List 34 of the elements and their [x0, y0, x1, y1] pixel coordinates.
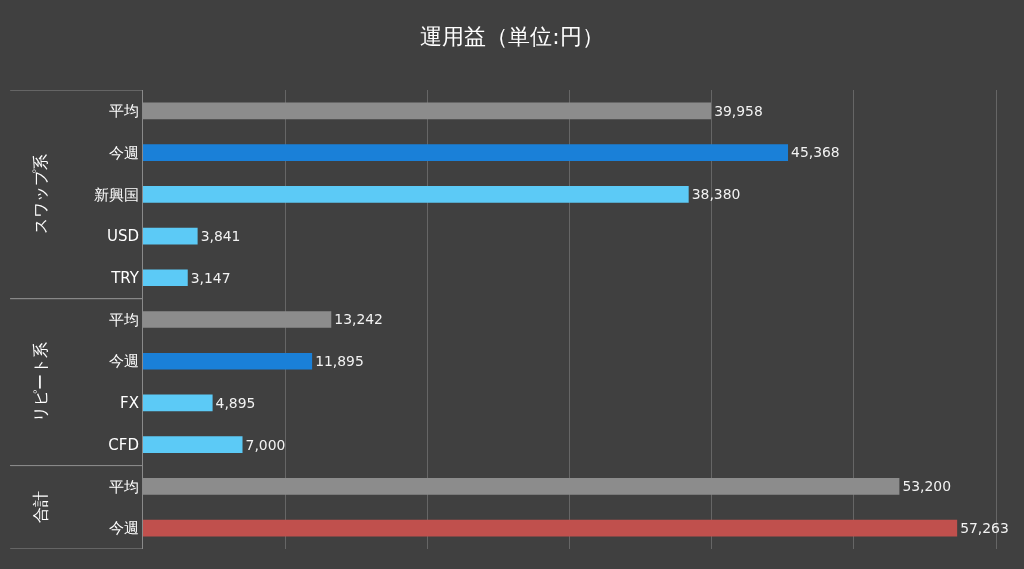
data-label: 57,263 — [960, 520, 1009, 536]
text: リピート系 — [31, 342, 51, 423]
y-tick-label: USD — [106, 227, 139, 246]
bar — [143, 269, 188, 287]
data-label: 7,000 — [245, 436, 286, 453]
y-tick-label: 今週 — [109, 519, 139, 538]
data-label: 38,380 — [691, 186, 741, 203]
bar — [143, 436, 243, 454]
bar — [143, 227, 198, 245]
data-label: 4,895 — [215, 394, 256, 411]
data-label: 45,368 — [791, 144, 840, 161]
data-label: 3,147 — [190, 269, 231, 286]
text: スワップ系 — [30, 154, 50, 235]
text: 合計 — [30, 491, 50, 524]
y-tick-label: CFD — [108, 435, 139, 454]
bar — [143, 144, 789, 161]
y-tick-label: FX — [120, 394, 139, 413]
y-tick-label: 平均 — [109, 310, 139, 329]
bar — [143, 519, 958, 537]
bar — [143, 394, 213, 412]
y-tick-label: TRY — [110, 269, 140, 288]
y-tick-label: 平均 — [109, 102, 139, 121]
bar — [143, 352, 313, 370]
y-tick-label: 今週 — [109, 352, 139, 371]
y-tick-label: 平均 — [109, 477, 139, 496]
data-label: 39,958 — [714, 102, 763, 119]
y-tick-label: 今週 — [109, 143, 139, 162]
chart-title: 運用益（単位:円） — [420, 23, 604, 49]
y-tick-label: 新興国 — [94, 185, 139, 204]
data-label: 11,895 — [315, 353, 364, 370]
bar — [143, 185, 689, 203]
data-label: 53,200 — [902, 478, 952, 495]
data-label: 13,242 — [334, 311, 383, 328]
data-label: 3,841 — [200, 227, 241, 244]
